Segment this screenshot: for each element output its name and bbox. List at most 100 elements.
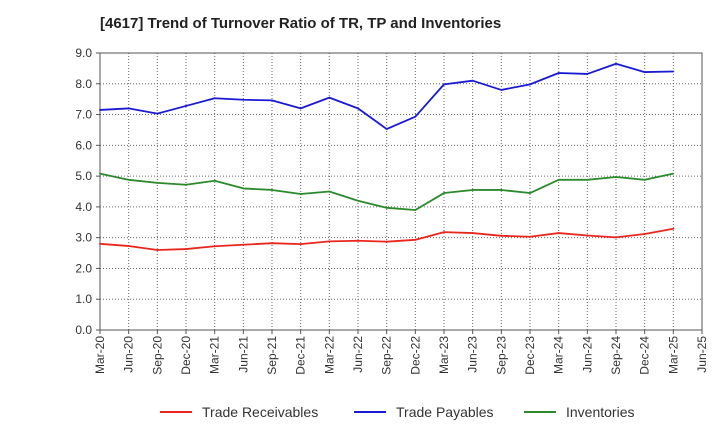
legend-item-trade-receivables: Trade Receivables xyxy=(160,404,318,420)
legend-label: Inventories xyxy=(566,404,635,420)
y-tick-label: 1.0 xyxy=(75,292,92,306)
data-point-trade-payables xyxy=(385,128,388,130)
data-point-trade-receivables xyxy=(213,245,216,248)
x-tick-label: Mar-25 xyxy=(666,336,680,374)
data-point-trade-receivables xyxy=(328,240,331,243)
data-point-inventories xyxy=(643,178,646,181)
x-tick-label: Mar-24 xyxy=(552,336,566,374)
data-point-trade-receivables xyxy=(557,232,560,234)
x-tick-label: Mar-22 xyxy=(322,336,336,374)
x-tick-label: Mar-20 xyxy=(93,336,107,374)
data-point-trade-receivables xyxy=(500,234,503,237)
data-point-trade-payables xyxy=(414,115,417,118)
data-point-trade-payables xyxy=(471,79,474,82)
data-point-trade-payables xyxy=(615,62,617,65)
data-point-trade-receivables xyxy=(156,249,159,251)
data-point-inventories xyxy=(328,190,331,193)
x-tick-label: Sep-24 xyxy=(609,336,623,375)
data-point-trade-receivables xyxy=(529,235,531,238)
x-tick-label: Jun-24 xyxy=(580,336,594,373)
data-point-trade-receivables xyxy=(127,245,130,247)
legend: Trade Receivables Trade Payables Invento… xyxy=(0,404,720,426)
x-tick-label: Jun-25 xyxy=(695,336,709,373)
data-point-trade-payables xyxy=(443,83,445,86)
data-point-inventories xyxy=(557,178,560,181)
data-point-trade-payables xyxy=(557,72,560,74)
data-point-trade-payables xyxy=(643,71,646,73)
data-point-trade-receivables xyxy=(414,238,417,241)
data-point-trade-payables xyxy=(271,99,273,102)
data-point-trade-payables xyxy=(242,98,245,101)
data-point-trade-receivables xyxy=(185,248,187,250)
data-point-trade-payables xyxy=(213,97,216,100)
data-point-trade-receivables xyxy=(643,233,646,235)
data-point-inventories xyxy=(242,187,245,190)
y-tick-label: 6.0 xyxy=(75,138,92,152)
data-point-inventories xyxy=(471,189,474,191)
data-point-inventories xyxy=(500,189,503,191)
data-point-trade-payables xyxy=(672,70,675,73)
legend-label: Trade Payables xyxy=(396,404,494,420)
data-point-trade-payables xyxy=(99,109,101,111)
data-point-inventories xyxy=(99,172,101,175)
data-point-inventories xyxy=(443,192,445,194)
data-point-inventories xyxy=(156,181,159,184)
x-tick-label: Sep-20 xyxy=(150,336,164,375)
data-point-inventories xyxy=(127,178,130,181)
data-point-trade-receivables xyxy=(357,239,359,242)
data-point-trade-payables xyxy=(328,96,331,99)
data-point-inventories xyxy=(357,199,359,202)
data-point-trade-receivables xyxy=(443,231,445,234)
legend-label: Trade Receivables xyxy=(202,404,319,420)
x-tick-label: Sep-21 xyxy=(265,336,279,375)
x-tick-label: Dec-24 xyxy=(638,336,652,375)
data-point-trade-receivables xyxy=(299,243,302,246)
legend-item-trade-payables: Trade Payables xyxy=(354,404,494,420)
y-tick-label: 8.0 xyxy=(75,77,92,91)
data-point-trade-payables xyxy=(500,89,503,91)
y-tick-label: 9.0 xyxy=(75,46,92,60)
x-tick-label: Jun-20 xyxy=(122,336,136,373)
data-point-inventories xyxy=(213,179,216,182)
x-tick-label: Jun-21 xyxy=(236,336,250,373)
data-point-inventories xyxy=(414,209,417,211)
data-point-inventories xyxy=(271,189,273,191)
data-point-inventories xyxy=(299,193,302,195)
data-point-inventories xyxy=(185,183,187,186)
legend-swatch-trade-payables xyxy=(354,411,386,413)
x-tick-label: Dec-22 xyxy=(408,336,422,375)
x-tick-label: Dec-21 xyxy=(294,336,308,375)
y-tick-label: 5.0 xyxy=(75,169,92,183)
data-point-trade-receivables xyxy=(672,227,675,230)
legend-item-inventories: Inventories xyxy=(524,404,634,420)
data-point-inventories xyxy=(615,176,617,178)
y-tick-label: 0.0 xyxy=(75,323,92,337)
data-point-inventories xyxy=(672,172,675,175)
x-tick-label: Jun-23 xyxy=(466,336,480,373)
y-tick-label: 7.0 xyxy=(75,108,92,122)
data-point-trade-payables xyxy=(156,112,159,115)
data-point-trade-receivables xyxy=(586,234,589,237)
data-point-inventories xyxy=(529,192,531,194)
x-tick-label: Sep-23 xyxy=(494,336,508,375)
plot-frame xyxy=(99,52,703,331)
data-point-trade-payables xyxy=(357,107,359,110)
x-tick-label: Jun-22 xyxy=(351,336,365,373)
x-tick-label: Mar-21 xyxy=(208,336,222,374)
data-point-trade-payables xyxy=(529,83,531,86)
data-point-inventories xyxy=(586,178,589,181)
x-tick-label: Dec-23 xyxy=(523,336,537,375)
x-tick-label: Sep-22 xyxy=(380,336,394,375)
chart-title: [4617] Trend of Turnover Ratio of TR, TP… xyxy=(100,15,502,32)
data-point-trade-payables xyxy=(586,73,589,75)
x-tick-label: Mar-23 xyxy=(437,336,451,374)
data-point-trade-receivables xyxy=(471,232,474,234)
data-point-trade-payables xyxy=(127,107,130,110)
legend-swatch-inventories xyxy=(524,411,556,413)
data-point-trade-payables xyxy=(299,107,302,110)
data-point-trade-receivables xyxy=(242,243,245,246)
data-point-trade-receivables xyxy=(385,240,388,243)
y-tick-label: 3.0 xyxy=(75,231,92,245)
data-point-trade-payables xyxy=(185,105,187,107)
